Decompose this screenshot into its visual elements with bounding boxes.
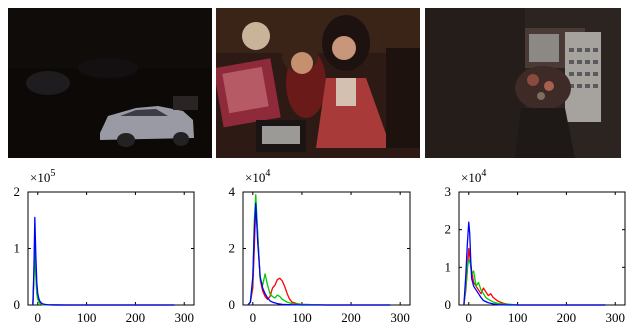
y-tick-label: 0: [14, 297, 21, 312]
series-line-3: [247, 202, 391, 306]
x-tick-label: 0: [466, 310, 473, 325]
x-tick-label: 300: [174, 310, 194, 325]
y-multiplier-label: ×105: [30, 168, 55, 185]
series-line-3: [32, 216, 175, 306]
series-line-2: [247, 194, 391, 306]
y-tick-label: 0: [229, 297, 236, 312]
x-tick-label: 200: [557, 310, 577, 325]
y-tick-label: 2: [14, 184, 21, 199]
x-tick-label: 300: [605, 310, 625, 325]
x-tick-label: 300: [390, 310, 410, 325]
histogram-panel-1: 0 100 200 300 0 1 2 ×105: [14, 168, 195, 325]
histogram-panel-2: 0 100 200 300 0 2 4 ×104: [229, 168, 411, 325]
series-line-1: [32, 236, 175, 306]
photo-dolls: [216, 8, 420, 158]
x-tick-label: 200: [126, 310, 146, 325]
photo-dolls-image: [216, 8, 420, 158]
y-tick-label: 2: [445, 222, 452, 237]
x-tick-label: 200: [341, 310, 361, 325]
histogram-panel-3: 0 100 200 300 0 1 2 3 ×104: [445, 168, 626, 325]
photo-parking-lot-image: [8, 8, 212, 158]
y-tick-label: 0: [445, 297, 452, 312]
series-line-2: [32, 247, 175, 306]
x-tick-label: 100: [508, 310, 528, 325]
y-tick-label: 3: [445, 184, 452, 199]
photo-parking-lot: [8, 8, 212, 158]
photo-dim-room-image: [425, 8, 621, 158]
x-tick-label: 0: [35, 310, 42, 325]
series-line-2: [463, 259, 606, 306]
x-tick-label: 100: [292, 310, 312, 325]
y-tick-label: 2: [229, 241, 236, 256]
y-multiplier-label: ×104: [245, 168, 270, 185]
plot-frame: [27, 191, 195, 306]
y-multiplier-label: ×104: [461, 168, 486, 185]
y-tick-label: 4: [229, 184, 236, 199]
y-tick-label: 1: [14, 241, 21, 256]
photo-dim-room: [425, 8, 621, 158]
x-tick-label: 100: [77, 310, 97, 325]
series-line-3: [463, 221, 606, 306]
y-tick-label: 1: [445, 259, 452, 274]
x-tick-label: 0: [250, 310, 257, 325]
